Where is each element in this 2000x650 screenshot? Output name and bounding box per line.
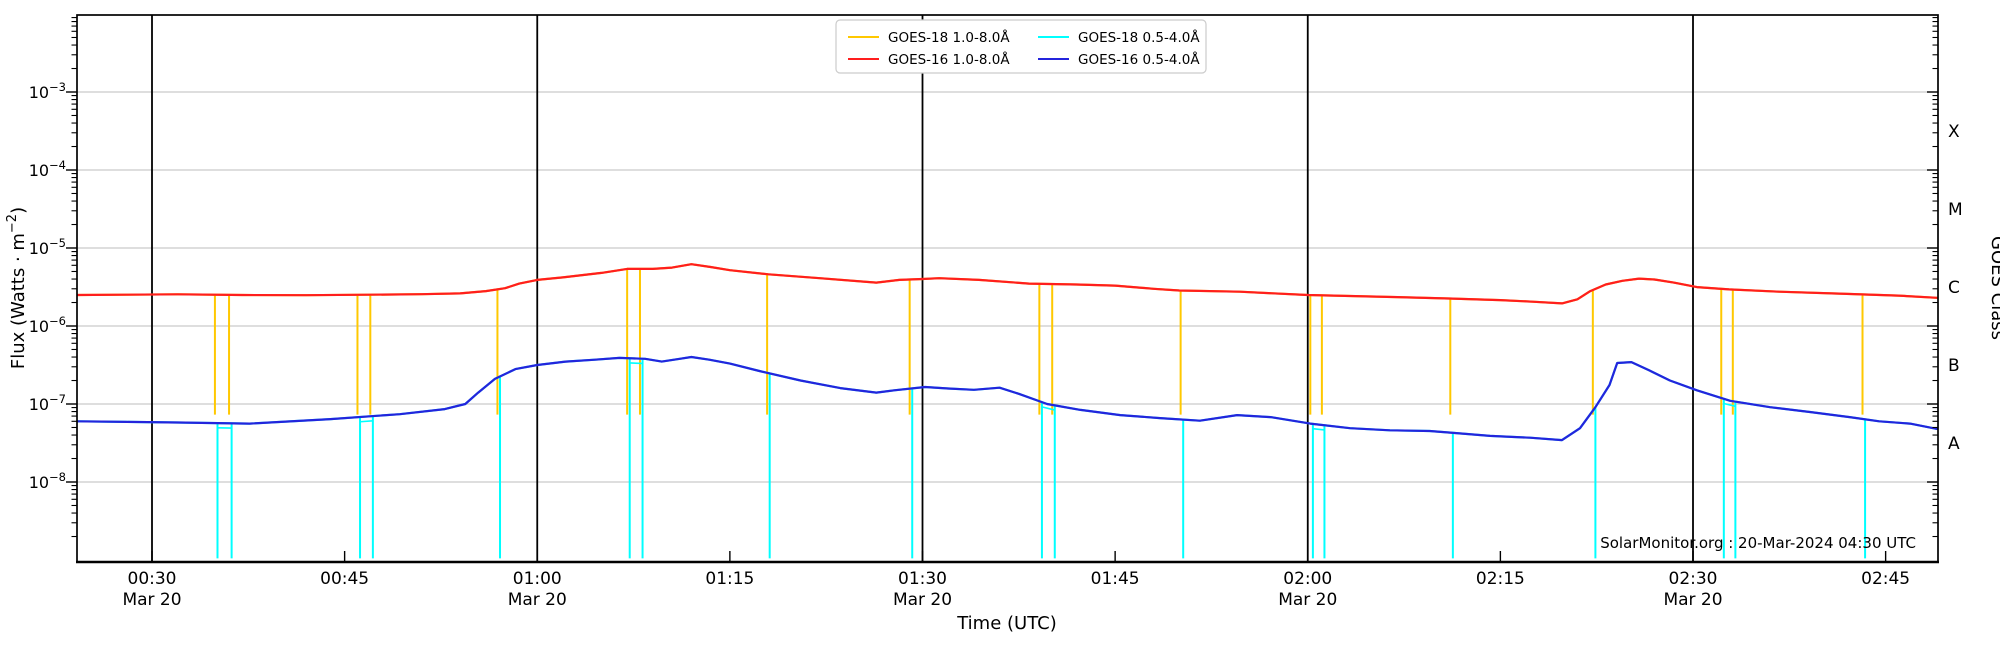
- flux-curve: [77, 263, 1938, 305]
- goes-class-label: B: [1948, 356, 1960, 376]
- y-tick-label: 10−7: [29, 392, 66, 414]
- plot-frame: [76, 14, 1939, 564]
- x-axis-title: Time (UTC): [956, 613, 1057, 634]
- x-tick-label: 01:15: [705, 569, 754, 589]
- right-axis-title: GOES Class: [1987, 236, 2000, 340]
- x-tick-label: 02:15: [1476, 569, 1525, 589]
- x-date-label: Mar 20: [893, 590, 952, 610]
- x-tick-label: 02:45: [1861, 569, 1910, 589]
- x-date-label: Mar 20: [1663, 590, 1722, 610]
- x-tick-label: 01:45: [1091, 569, 1140, 589]
- y-tick-label: 10−6: [29, 314, 66, 336]
- legend-label: GOES-16 1.0-8.0Å: [888, 51, 1010, 68]
- series-3: [77, 355, 1938, 559]
- y-tick-label: 10−4: [29, 158, 66, 180]
- data-gap-connector: [1723, 402, 1736, 408]
- x-tick-label: 00:45: [320, 569, 369, 589]
- plot-border: [76, 14, 1939, 563]
- watermark-text: SolarMonitor.org : 20-Mar-2024 04:30 UTC: [1600, 534, 1916, 552]
- legend: GOES-18 1.0-8.0Å GOES-16 1.0-8.0Å GOES-18 …: [835, 19, 1207, 74]
- data-gap-connector: [1312, 427, 1325, 431]
- data-gap-connector: [1041, 406, 1055, 411]
- legend-item: GOES-18 0.5-4.0Å: [1038, 29, 1200, 46]
- y-tick-label: 10−8: [29, 470, 66, 492]
- x-tick-label: 01:30: [898, 569, 947, 589]
- legend-label: GOES-16 0.5-4.0Å: [1078, 51, 1200, 68]
- goes-class-label: A: [1948, 434, 1960, 454]
- x-tick-label: 01:00: [513, 569, 562, 589]
- x-date-label: Mar 20: [122, 590, 181, 610]
- y-tick-label: 10−3: [29, 80, 66, 102]
- legend-label: GOES-18 1.0-8.0Å: [888, 29, 1010, 46]
- x-tick-label: 02:30: [1669, 569, 1718, 589]
- series-1: [77, 263, 1938, 415]
- legend-items: GOES-18 1.0-8.0Å GOES-16 1.0-8.0Å GOES-18 …: [848, 29, 1200, 68]
- goes-class-label: X: [1948, 122, 1960, 142]
- goes-class-label: M: [1948, 200, 1963, 220]
- day-boundary-lines: [151, 15, 1694, 562]
- flux-curve: [77, 355, 1938, 442]
- legend-box: [835, 19, 1207, 74]
- x-date-label: Mar 20: [1278, 590, 1337, 610]
- x-date-label: Mar 20: [508, 590, 567, 610]
- axis-ticks: [66, 17, 1938, 562]
- flux-curve: [77, 263, 1938, 305]
- flux-curve: [77, 355, 1938, 442]
- legend-item: GOES-18 1.0-8.0Å: [848, 29, 1010, 46]
- x-tick-label: 02:00: [1283, 569, 1332, 589]
- series-2: [77, 263, 1938, 305]
- goes-class-label: C: [1948, 278, 1960, 298]
- gridlines: [77, 91, 1938, 483]
- y-tick-labels: 10−3 10−4 10−5 10−6 10−7 10−8: [29, 80, 66, 492]
- y-axis-title: Flux (Watts · m−2): [5, 207, 29, 369]
- x-tick-label: 00:30: [128, 569, 177, 589]
- legend-label: GOES-18 0.5-4.0Å: [1078, 29, 1200, 46]
- y-tick-label: 10−5: [29, 236, 66, 258]
- legend-item: GOES-16 0.5-4.0Å: [1038, 51, 1200, 68]
- series-curves: [77, 263, 1938, 559]
- data-gap-connector: [359, 420, 373, 423]
- legend-item: GOES-16 1.0-8.0Å: [848, 51, 1010, 68]
- goes-class-labels: X M C B A: [1948, 122, 1963, 454]
- series-4: [77, 355, 1938, 442]
